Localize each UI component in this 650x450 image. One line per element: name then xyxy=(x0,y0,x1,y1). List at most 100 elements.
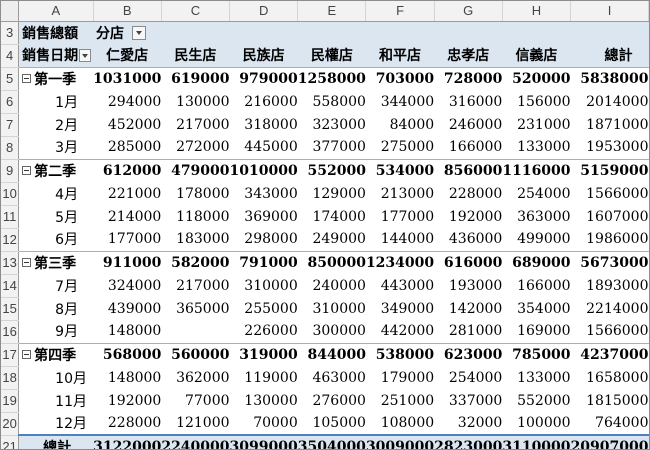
value-cell[interactable]: 193000 xyxy=(448,277,503,294)
value-cell[interactable]: 558000 xyxy=(312,93,366,110)
value-cell[interactable]: 365000 xyxy=(176,300,230,317)
value-cell[interactable]: 616000 xyxy=(434,250,503,274)
value-cell[interactable]: 216000 xyxy=(244,93,298,110)
value-cell[interactable]: 728000 xyxy=(434,66,503,90)
row-total-cell[interactable]: 1607000 xyxy=(586,208,649,225)
value-cell[interactable]: 534000 xyxy=(365,158,435,182)
value-cell[interactable]: 32000 xyxy=(457,415,503,431)
column-header-b[interactable]: B xyxy=(93,1,162,22)
value-cell[interactable]: 445000 xyxy=(244,139,298,156)
value-cell[interactable]: 133000 xyxy=(517,139,571,156)
value-cell[interactable]: 228000 xyxy=(107,415,162,431)
value-cell[interactable]: 281000 xyxy=(448,323,503,340)
value-cell[interactable]: 499000 xyxy=(517,231,571,248)
quarter-label-cell[interactable]: 第二季 xyxy=(18,158,94,182)
month-label-cell[interactable]: 2月 xyxy=(55,117,79,134)
value-cell[interactable]: 3099000 xyxy=(229,434,298,449)
value-cell[interactable]: 520000 xyxy=(502,66,571,90)
row-header[interactable]: 10 xyxy=(1,182,20,206)
value-cell[interactable]: 148000 xyxy=(107,369,162,386)
row-total-cell[interactable]: 2214000 xyxy=(586,300,649,317)
row-total-cell[interactable]: 1871000 xyxy=(586,116,649,133)
row-field-header[interactable]: 銷售日期 xyxy=(18,44,94,68)
value-cell[interactable]: 2823000 xyxy=(434,434,503,449)
month-label-cell[interactable]: 6月 xyxy=(55,232,79,249)
value-cell[interactable]: 436000 xyxy=(448,231,503,248)
row-filter-dropdown-icon[interactable] xyxy=(79,48,92,62)
value-cell[interactable]: 192000 xyxy=(448,208,503,225)
month-label-cell[interactable]: 4月 xyxy=(55,186,79,203)
select-all-corner[interactable] xyxy=(1,1,20,22)
value-cell[interactable]: 108000 xyxy=(380,415,435,431)
store-header-cell[interactable]: 和平店 xyxy=(365,44,435,68)
value-cell[interactable]: 105000 xyxy=(312,415,366,431)
value-cell[interactable]: 166000 xyxy=(448,139,503,156)
value-cell[interactable]: 552000 xyxy=(517,392,571,409)
row-header[interactable]: 6 xyxy=(1,90,20,114)
value-cell[interactable]: 310000 xyxy=(312,300,366,317)
value-cell[interactable]: 100000 xyxy=(517,415,571,431)
value-cell[interactable]: 911000 xyxy=(93,250,162,274)
row-header[interactable]: 5 xyxy=(1,67,20,91)
value-cell[interactable]: 568000 xyxy=(93,342,162,366)
row-total-cell[interactable]: 5159000 xyxy=(570,158,649,182)
value-cell[interactable]: 275000 xyxy=(380,139,435,156)
value-cell[interactable]: 254000 xyxy=(517,185,571,202)
row-header[interactable]: 9 xyxy=(1,159,20,183)
row-total-cell[interactable]: 1893000 xyxy=(586,277,649,294)
row-total-cell[interactable]: 1953000 xyxy=(586,139,649,156)
column-filter-dropdown-icon[interactable] xyxy=(132,25,147,40)
month-label-cell[interactable]: 8月 xyxy=(55,301,79,318)
row-header[interactable]: 11 xyxy=(1,205,20,229)
value-cell[interactable]: 255000 xyxy=(244,300,298,317)
value-cell[interactable]: 349000 xyxy=(380,300,435,317)
value-cell[interactable]: 240000 xyxy=(312,277,366,294)
row-total-cell[interactable]: 764000 xyxy=(595,415,649,431)
quarter-label-cell[interactable]: 第一季 xyxy=(18,66,94,90)
value-cell[interactable]: 452000 xyxy=(107,116,162,133)
row-header[interactable]: 7 xyxy=(1,113,20,137)
value-cell[interactable]: 183000 xyxy=(176,231,230,248)
quarter-label-cell[interactable]: 第四季 xyxy=(18,342,94,366)
value-cell[interactable]: 310000 xyxy=(244,277,298,294)
value-cell[interactable]: 612000 xyxy=(93,158,162,182)
value-cell[interactable]: 785000 xyxy=(502,342,571,366)
collapse-minus-icon[interactable] xyxy=(22,350,32,360)
value-cell[interactable]: 538000 xyxy=(365,342,435,366)
grand-total-label-cell[interactable]: 總計 xyxy=(18,434,94,449)
value-cell[interactable]: 148000 xyxy=(107,323,162,340)
value-cell[interactable]: 844000 xyxy=(297,342,366,366)
value-cell[interactable] xyxy=(161,320,229,343)
value-cell[interactable]: 343000 xyxy=(244,185,298,202)
value-cell[interactable]: 251000 xyxy=(380,392,435,409)
empty-header-cells[interactable] xyxy=(229,21,649,44)
value-cell[interactable]: 177000 xyxy=(380,208,435,225)
month-label-cell[interactable]: 1月 xyxy=(55,94,79,111)
value-cell[interactable]: 129000 xyxy=(312,185,366,202)
row-total-cell[interactable]: 1815000 xyxy=(586,392,649,409)
column-header-i[interactable]: I xyxy=(570,1,649,22)
value-cell[interactable]: 2240000 xyxy=(161,434,230,449)
value-cell[interactable]: 479000 xyxy=(161,158,230,182)
value-cell[interactable]: 142000 xyxy=(448,300,503,317)
row-total-cell[interactable]: 1566000 xyxy=(586,185,649,202)
row-header[interactable]: 19 xyxy=(1,389,20,413)
column-header-f[interactable]: F xyxy=(365,1,435,22)
value-cell[interactable]: 77000 xyxy=(184,392,230,409)
value-cell[interactable]: 298000 xyxy=(244,231,298,248)
value-cell[interactable]: 192000 xyxy=(107,392,162,409)
row-header[interactable]: 17 xyxy=(1,343,20,367)
month-label-cell[interactable]: 12月 xyxy=(55,416,87,432)
value-cell[interactable]: 856000 xyxy=(434,158,503,182)
value-cell[interactable]: 144000 xyxy=(380,231,435,248)
value-cell[interactable]: 246000 xyxy=(448,116,503,133)
value-cell[interactable]: 174000 xyxy=(312,208,366,225)
row-header[interactable]: 21 xyxy=(1,435,20,449)
value-cell[interactable]: 1010000 xyxy=(229,158,298,182)
value-cell[interactable]: 156000 xyxy=(517,93,571,110)
store-header-cell[interactable]: 民權店 xyxy=(297,44,366,68)
row-header[interactable]: 18 xyxy=(1,366,20,390)
value-cell[interactable]: 300000 xyxy=(312,323,366,340)
value-cell[interactable]: 344000 xyxy=(380,93,435,110)
store-header-cell[interactable]: 民生店 xyxy=(161,44,230,68)
